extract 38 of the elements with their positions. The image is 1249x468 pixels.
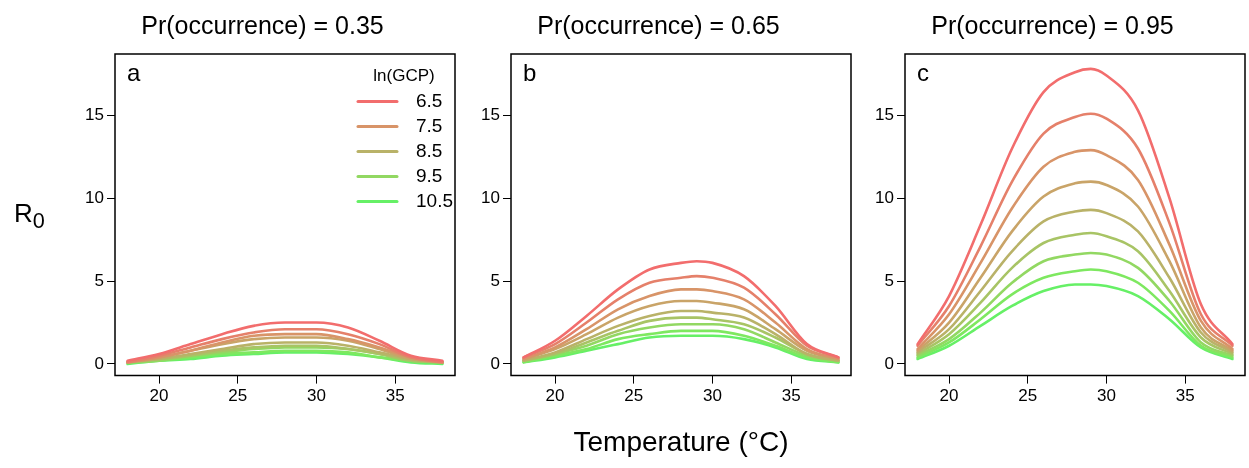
y-tick-label: 5 [884,270,894,290]
legend-title: ln(GCP) [373,66,435,86]
x-tick-label: 30 [703,386,722,406]
x-tick-label: 35 [1175,386,1195,406]
y-tick-label: 5 [94,270,104,290]
annotation: b [523,58,537,86]
legend-label: 9.5 [416,164,443,186]
x-tick-label: 20 [939,386,959,406]
y-tick-label: 15 [875,105,894,125]
annotation: a [127,58,141,86]
x-tick-label: 25 [1018,386,1038,406]
y-tick-label: 0 [94,353,104,373]
legend-label: 8.5 [416,139,443,161]
y-tick-label: 15 [85,105,104,125]
y-tick-label: 5 [490,270,500,290]
y-tick-label: 0 [490,353,500,373]
chart-title: Pr(occurrence) = 0.35 [141,10,384,39]
x-tick-label: 20 [545,386,565,406]
legend-label: 6.5 [416,89,443,111]
y-axis-title: R$_{0}$ [14,198,45,235]
legend-label: 7.5 [416,114,443,136]
y-tick-label: 10 [875,187,894,207]
legend-label: 10.5 [416,189,453,211]
x-tick-label: 35 [385,386,405,406]
x-tick-label: 20 [149,386,169,406]
y-tick-label: 0 [884,353,894,373]
x-tick-label: 25 [624,386,644,406]
chart-title: Pr(occurrence) = 0.65 [537,10,780,39]
x-tick-label: 30 [307,386,326,406]
y-tick-label: 15 [481,105,500,125]
x-tick-label: 30 [1097,386,1116,406]
chart-title: Pr(occurrence) = 0.95 [931,10,1174,39]
x-tick-label: 25 [228,386,248,406]
x-axis-title: Temperature (°C) [572,426,790,458]
x-tick-label: 35 [781,386,801,406]
y-tick-label: 10 [481,187,500,207]
annotation: c [917,58,929,86]
y-tick-label: 10 [85,187,104,207]
